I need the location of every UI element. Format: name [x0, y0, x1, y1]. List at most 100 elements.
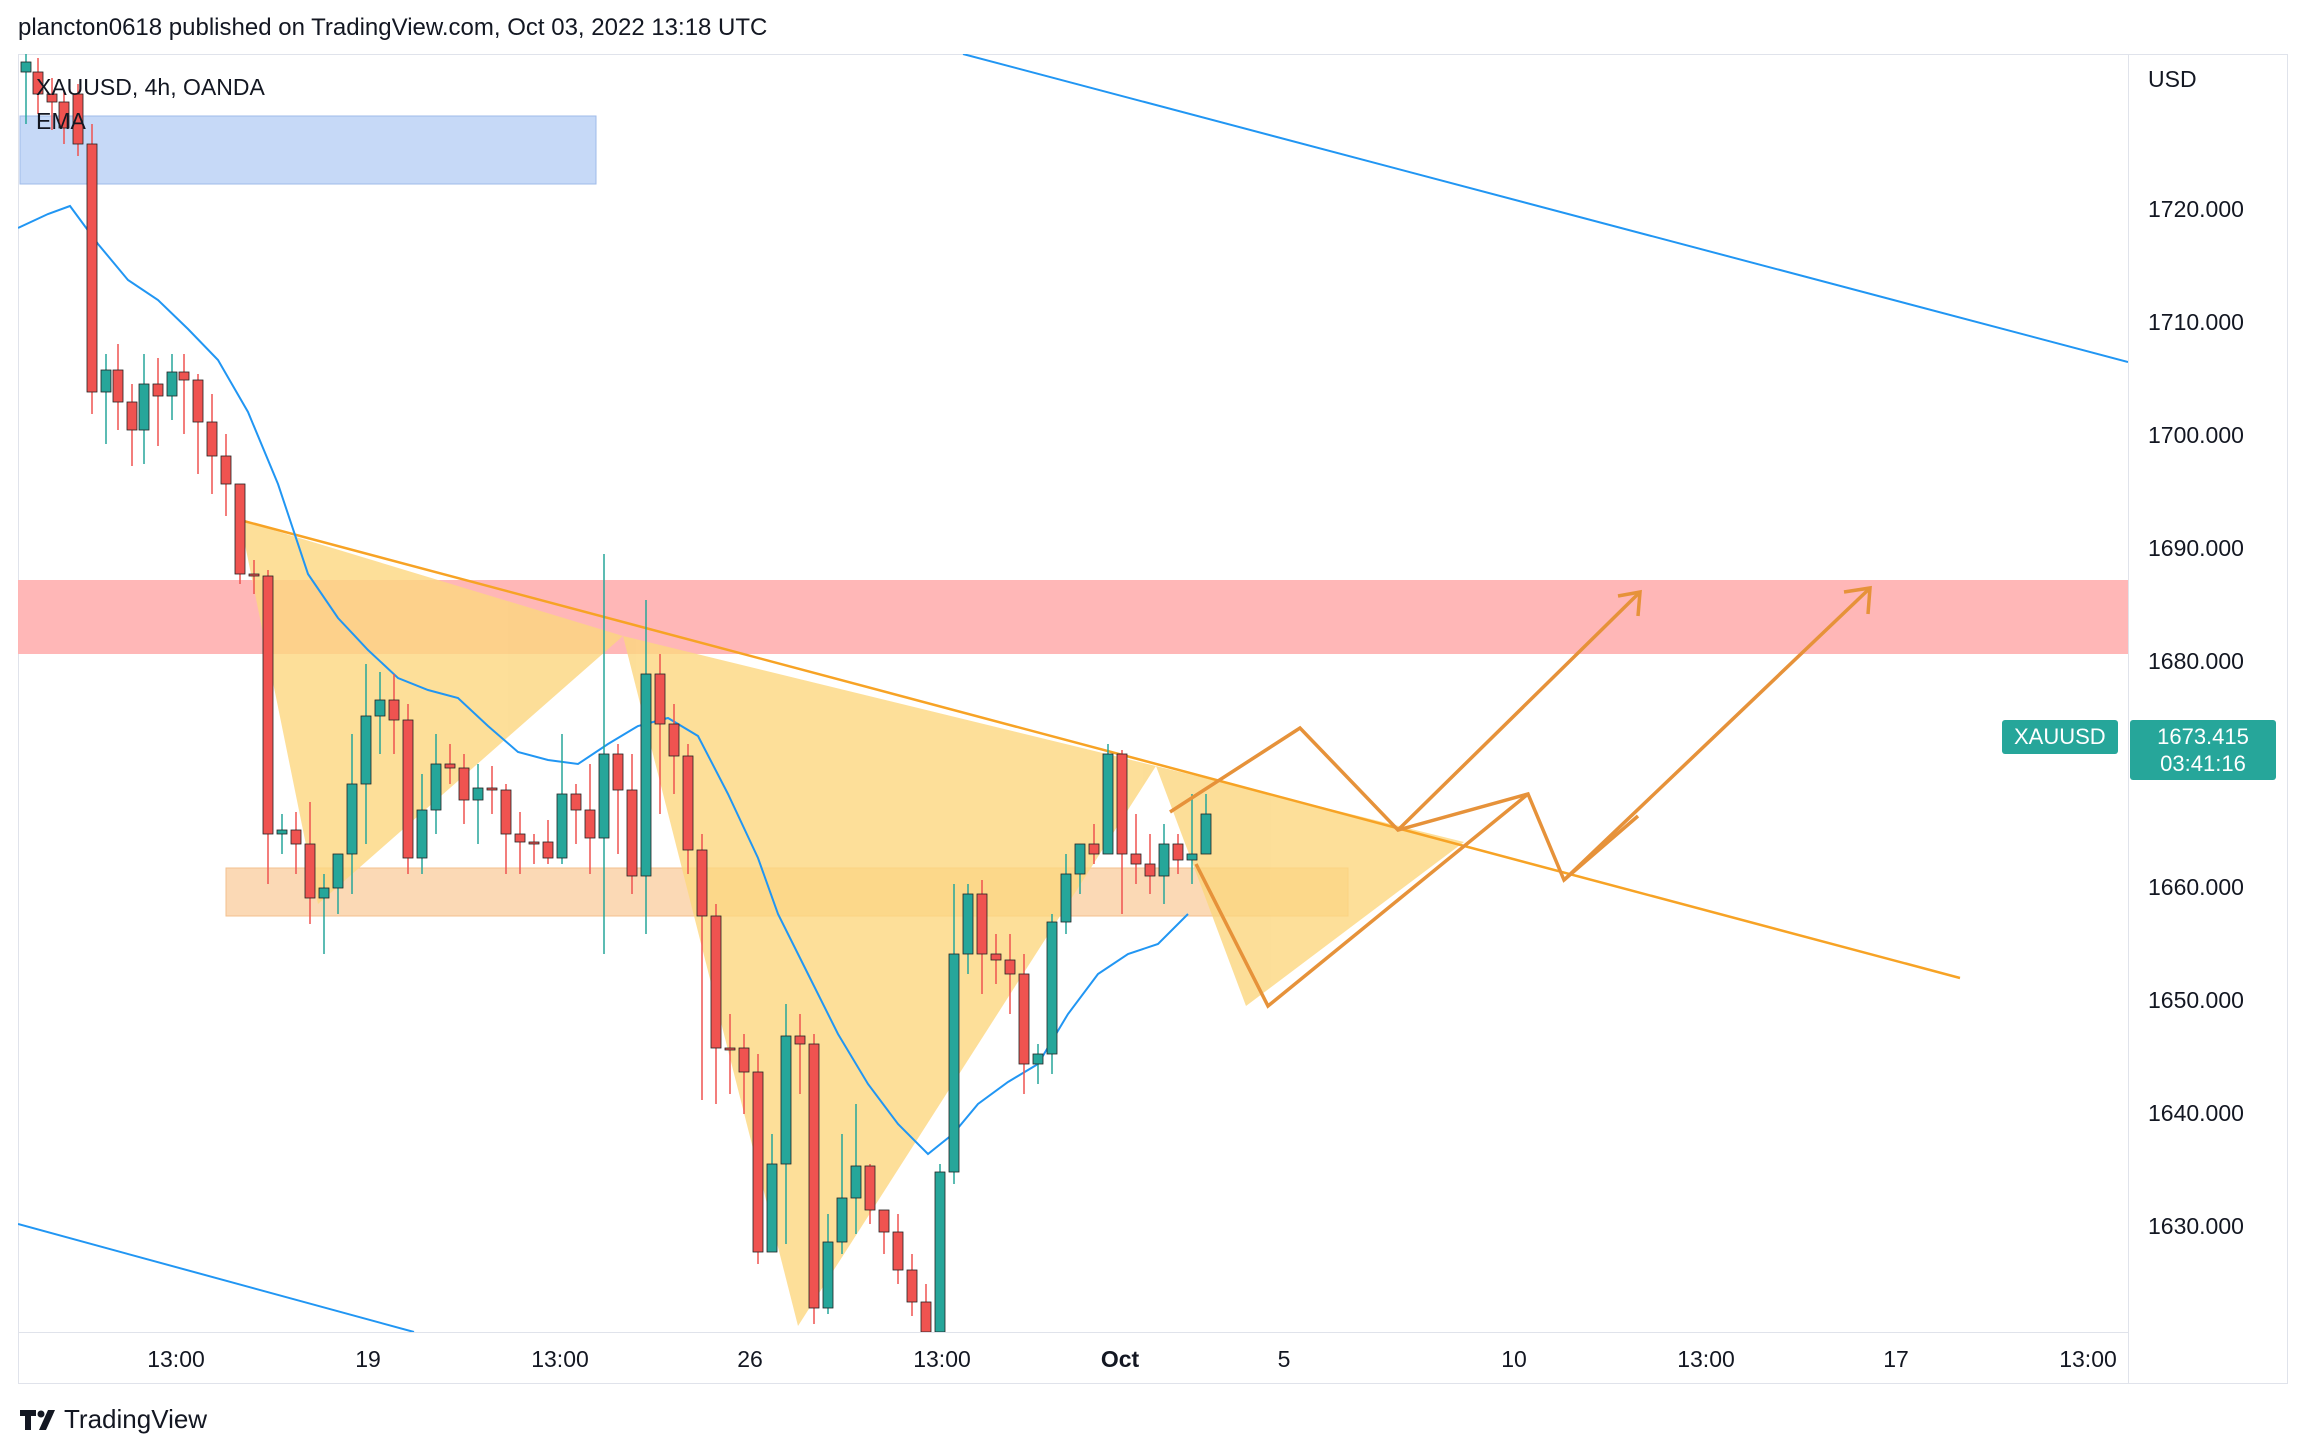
candle-body [486, 787, 498, 791]
candle-body [46, 93, 58, 103]
candle-body [346, 783, 358, 855]
chart-legend[interactable]: XAUUSD, 4h, OANDA EMA [36, 70, 265, 138]
publish-info: plancton0618 published on TradingView.co… [18, 14, 768, 41]
neckline [239, 518, 1961, 980]
candle-body [1060, 873, 1072, 923]
candle-body [570, 793, 582, 811]
candle-body [262, 575, 274, 835]
candle-body [318, 887, 330, 899]
candle-body [710, 915, 722, 1049]
price-tick: 1710.000 [2148, 309, 2244, 335]
symbol-legend[interactable]: XAUUSD, 4h, OANDA [36, 74, 265, 100]
price-axis[interactable] [2128, 54, 2289, 1384]
candle-body [990, 953, 1002, 961]
candle-body [112, 369, 124, 403]
footer-brand-name: TradingView [64, 1404, 208, 1434]
time-axis[interactable] [18, 1332, 2128, 1385]
candle-body [864, 1165, 876, 1211]
candle-body [192, 379, 204, 423]
time-tick: 26 [737, 1346, 763, 1372]
candle-body [780, 1035, 792, 1165]
candle-body [528, 841, 540, 845]
candle-body [472, 787, 484, 801]
candle-body [794, 1035, 806, 1045]
candle-body [738, 1047, 750, 1073]
target-arrow-2 [1562, 588, 1870, 882]
candle-body [850, 1165, 862, 1199]
candle-body [138, 383, 150, 431]
candle-body [1074, 843, 1086, 875]
candle-body [1130, 853, 1142, 865]
last-price-symbol-tag: XAUUSD [2002, 720, 2118, 754]
candle-body [152, 383, 164, 397]
chart-frame [18, 54, 2288, 1384]
channel-upper-line [962, 54, 2128, 363]
price-tick: 1640.000 [2148, 1100, 2244, 1126]
candle-body [1046, 921, 1058, 1055]
price-tick: 1700.000 [2148, 422, 2244, 448]
candle-body [220, 455, 232, 485]
candle-body [934, 1171, 946, 1332]
time-tick: 10 [1501, 1346, 1527, 1372]
candle-body [962, 893, 974, 955]
candle-body [514, 833, 526, 843]
price-tick: 1690.000 [2148, 535, 2244, 561]
target-arrow-2-head [1843, 585, 1872, 615]
candle-body [766, 1163, 778, 1253]
candlestick-series [20, 54, 1212, 1332]
candle-body [402, 719, 414, 859]
candle-body [388, 699, 400, 721]
candle-body [290, 829, 302, 845]
candle-body [668, 723, 680, 757]
candle-body [892, 1231, 904, 1271]
candle-body [248, 573, 260, 577]
candle-body [948, 953, 960, 1173]
candle-body [640, 673, 652, 877]
candle-body [878, 1209, 890, 1233]
last-price-tag: 1673.415 03:41:16 [2130, 720, 2276, 780]
tradingview-logo-icon [20, 1409, 55, 1430]
candle-body [276, 829, 288, 835]
candle-body [808, 1043, 820, 1309]
bar-countdown: 03:41:16 [2160, 751, 2246, 776]
candle-body [126, 401, 138, 431]
candle-body [556, 793, 568, 859]
projection-path-2 [1194, 792, 1530, 1009]
target-arrow-1 [1396, 592, 1640, 832]
candle-body [752, 1071, 764, 1253]
candle-body [206, 421, 218, 457]
candle-body [100, 369, 112, 393]
candle-body [696, 849, 708, 917]
candle-body [58, 101, 70, 129]
candle-body [906, 1269, 918, 1303]
candle-body [86, 143, 98, 393]
candle-body [1004, 959, 1016, 975]
channel-lower-line [18, 1223, 415, 1332]
candle-body [32, 71, 44, 95]
footer-branding[interactable]: TradingView [18, 1404, 207, 1435]
candle-body [1200, 813, 1212, 855]
time-tick: 13:00 [2059, 1346, 2117, 1372]
candle-body [1102, 753, 1114, 855]
candle-body [836, 1197, 848, 1243]
candle-body [178, 371, 190, 381]
price-tick: 1680.000 [2148, 648, 2244, 674]
price-tick: 1720.000 [2148, 196, 2244, 222]
candle-body [584, 809, 596, 839]
time-tick: 17 [1883, 1346, 1909, 1372]
price-tick: 1660.000 [2148, 874, 2244, 900]
candle-body [682, 755, 694, 851]
candle-body [374, 699, 386, 717]
ema-legend[interactable]: EMA [36, 108, 86, 134]
chart-plot-area[interactable] [18, 54, 2128, 1332]
currency-label: USD [2148, 66, 2197, 92]
candle-body [1158, 843, 1170, 877]
price-tick: 1630.000 [2148, 1213, 2244, 1239]
last-price-value: 1673.415 [2157, 724, 2249, 749]
candle-body [1032, 1053, 1044, 1065]
candle-body [360, 715, 372, 785]
time-tick: 13:00 [1677, 1346, 1735, 1372]
candle-body [416, 809, 428, 859]
candle-body [234, 483, 246, 575]
candle-body [458, 767, 470, 801]
